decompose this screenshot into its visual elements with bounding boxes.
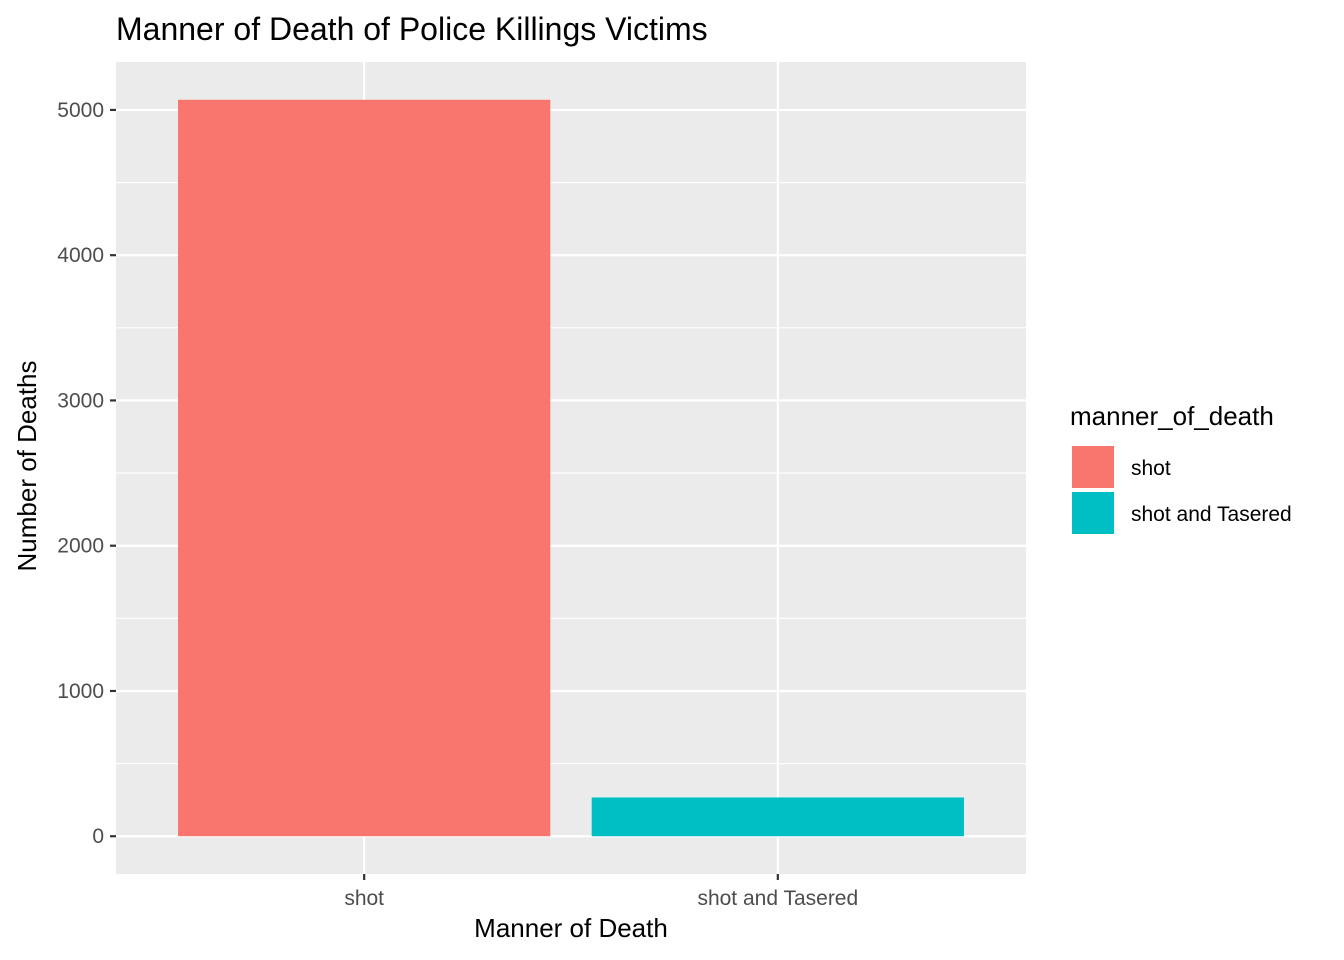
legend-title: manner_of_death (1070, 401, 1274, 431)
x-tick-label: shot and Tasered (697, 887, 858, 910)
x-tick-label: shot (344, 887, 384, 910)
y-tick-label: 4000 (57, 244, 104, 267)
legend: manner_of_death shot shot and Tasered (1070, 401, 1292, 534)
legend-label: shot (1131, 457, 1171, 480)
y-axis-title: Number of Deaths (12, 361, 42, 572)
y-tick-label: 0 (92, 825, 104, 848)
y-tick-label: 1000 (57, 680, 104, 703)
y-axis: 0 1000 2000 3000 4000 5000 (57, 99, 116, 848)
y-tick-label: 5000 (57, 99, 104, 122)
chart-title: Manner of Death of Police Killings Victi… (116, 11, 708, 47)
y-tick-label: 3000 (57, 389, 104, 412)
bar-shot (178, 99, 551, 837)
x-axis-title: Manner of Death (474, 913, 668, 943)
legend-label: shot and Tasered (1131, 503, 1292, 526)
legend-items: shot shot and Tasered (1072, 446, 1292, 534)
bars (178, 99, 964, 837)
x-axis: shot shot and Tasered (344, 874, 858, 910)
legend-swatch (1072, 492, 1114, 534)
y-tick-label: 2000 (57, 535, 104, 558)
bar-shot-and-tasered (591, 797, 964, 837)
legend-swatch (1072, 446, 1114, 488)
